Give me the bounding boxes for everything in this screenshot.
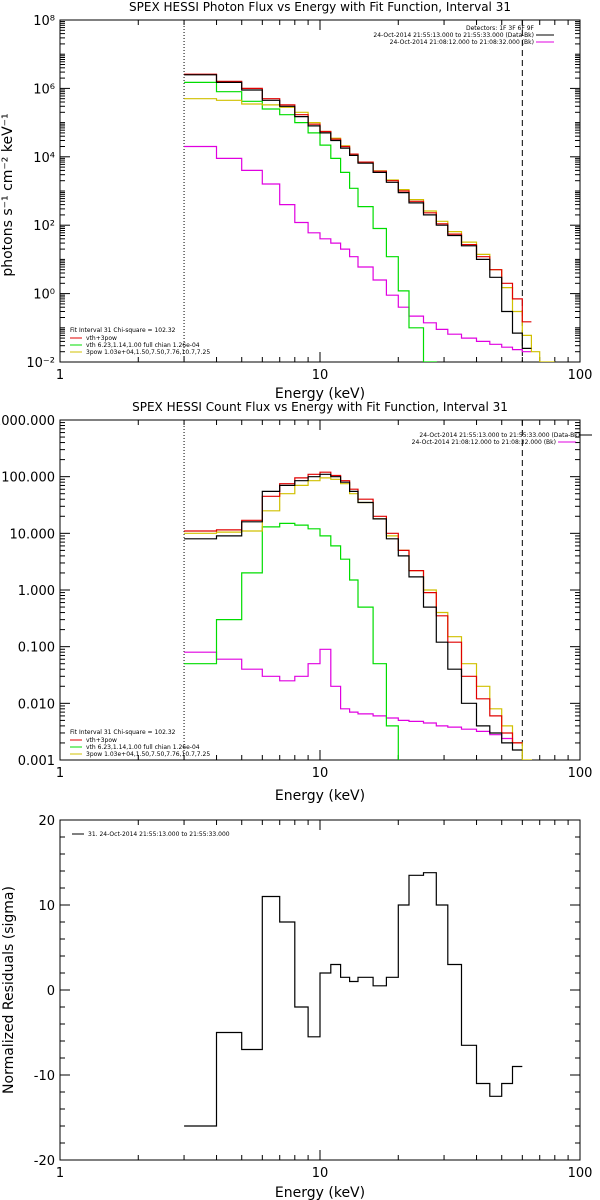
residuals-ytick-label: -20 bbox=[34, 1154, 55, 1169]
photon-xtick-label: 10 bbox=[312, 368, 329, 383]
count-ytick-label: 0.001 bbox=[18, 754, 55, 769]
count-legend-fit-entry: vth+3pow bbox=[86, 737, 117, 744]
count-flux-panel: SPEX HESSI Count Flux vs Energy with Fit… bbox=[0, 400, 592, 804]
photon-legend-vth-entry: vth 6.23,1.14,1.00 full chian 1.26e-04 bbox=[86, 342, 200, 349]
residuals-ytick-label: -10 bbox=[34, 1069, 55, 1084]
photon-ytick-label: 10² bbox=[33, 219, 55, 234]
photon-series-data-data-bk bbox=[184, 74, 532, 349]
count-flux-legend-bottom: Fit Interval 31 Chi-square = 102.32 vth+… bbox=[70, 729, 210, 758]
residuals-xtick-label: 10 bbox=[312, 1166, 329, 1181]
count-legend-bk-entry: 24-Oct-2014 21:08:12.000 to 21:08:32.000… bbox=[412, 439, 556, 446]
photon-ytick-label: 10⁶ bbox=[33, 82, 55, 97]
residuals-xtick-label: 1 bbox=[56, 1166, 64, 1181]
count-series-vth-3pow bbox=[184, 471, 523, 744]
count-legend-data-entry: 24-Oct-2014 21:55:13.000 to 21:55:33.000… bbox=[419, 432, 580, 439]
count-series-background-bk bbox=[184, 648, 523, 744]
residuals-plot-area: 1 10 100 -20 -10 0 10 20 bbox=[34, 814, 593, 1181]
count-ytick-label: 10.000 bbox=[10, 527, 56, 542]
residuals-xlabel: Energy (keV) bbox=[275, 1185, 365, 1200]
count-flux-title: SPEX HESSI Count Flux vs Energy with Fit… bbox=[132, 400, 508, 414]
count-ytick-label: 0.010 bbox=[18, 697, 55, 712]
count-series-vth-6-23-1-14-1-00-full-chian- bbox=[184, 522, 399, 760]
count-xtick-label: 10 bbox=[312, 766, 329, 781]
photon-legend-3pow-entry: 3pow 1.03e+04,1.50,7.50,7.76,10.7,7.25 bbox=[86, 349, 210, 356]
count-flux-xlabel: Energy (keV) bbox=[275, 788, 365, 804]
count-ytick-label: 100.000 bbox=[1, 471, 55, 486]
photon-flux-legend-bottom: Fit Interval 31 Chi-square = 102.32 vth+… bbox=[70, 327, 210, 356]
photon-xtick-label: 1 bbox=[56, 368, 64, 383]
photon-legend-bk-entry: 24-Oct-2014 21:08:12.000 to 21:08:32.000… bbox=[390, 39, 534, 46]
photon-legend-fit-entry: vth+3pow bbox=[86, 335, 117, 342]
residuals-series-31-24-oct-2014-21-55-13-000-to bbox=[184, 872, 523, 1127]
photon-series-background-bk bbox=[184, 145, 532, 353]
residuals-ytick-label: 0 bbox=[47, 984, 55, 999]
photon-flux-plot-area: 1 10 100 10⁻² 10⁰ 10² 10⁴ 10⁶ 10⁸ bbox=[26, 14, 593, 383]
photon-legend-fit-header: Fit Interval 31 Chi-square = 102.32 bbox=[70, 327, 176, 334]
count-xtick-label: 1 bbox=[56, 766, 64, 781]
count-legend-fit-header: Fit Interval 31 Chi-square = 102.32 bbox=[70, 729, 176, 736]
count-legend-3pow-entry: 3pow 1.03e+04,1.50,7.50,7.76,10.7,7.25 bbox=[86, 751, 210, 758]
residuals-legend: 31. 24-Oct-2014 21:55:13.000 to 21:55:33… bbox=[72, 831, 230, 838]
count-xtick-label: 100 bbox=[568, 766, 593, 781]
residuals-ytick-label: 10 bbox=[38, 899, 55, 914]
photon-legend-detectors: Detectors: 1F 3F 6F 9F bbox=[466, 25, 535, 32]
count-ytick-label: 0.100 bbox=[18, 641, 55, 656]
photon-ytick-label: 10⁻² bbox=[26, 356, 55, 371]
photon-flux-panel: SPEX HESSI Photon Flux vs Energy with Fi… bbox=[0, 0, 592, 402]
photon-xtick-label: 100 bbox=[568, 368, 593, 383]
residuals-legend-entry: 31. 24-Oct-2014 21:55:13.000 to 21:55:33… bbox=[88, 831, 230, 838]
residuals-ylabel: Normalized Residuals (sigma) bbox=[1, 886, 17, 1094]
count-flux-plot-area: 1 10 100 0.001 0.010 0.100 1.000 10.000 100.000 1… bbox=[0, 414, 592, 781]
photon-legend-data-entry: 24-Oct-2014 21:55:13.000 to 21:55:33.000… bbox=[373, 32, 534, 39]
photon-flux-legend-top: Detectors: 1F 3F 6F 9F 24-Oct-2014 21:55… bbox=[373, 25, 554, 46]
residuals-xtick-label: 100 bbox=[568, 1166, 593, 1181]
photon-ytick-label: 10⁰ bbox=[33, 288, 55, 303]
residuals-panel: 1 10 100 -20 -10 0 10 20 Energy (keV) Normalize… bbox=[1, 814, 592, 1200]
count-series-data-data-bk bbox=[184, 473, 523, 751]
count-legend-vth-entry: vth 6.23,1.14,1.00 full chian 1.26e-04 bbox=[86, 744, 200, 751]
photon-flux-ylabel: photons s⁻¹ cm⁻² keV⁻¹ bbox=[0, 113, 16, 276]
photon-series-vth-6-23-1-14-1-00-full-chian- bbox=[184, 81, 437, 362]
count-flux-legend-top: 24-Oct-2014 21:55:13.000 to 21:55:33.000… bbox=[412, 432, 592, 446]
photon-series-vth-3pow bbox=[184, 73, 532, 323]
photon-ytick-label: 10⁸ bbox=[33, 14, 55, 29]
photon-ytick-label: 10⁴ bbox=[33, 151, 55, 166]
photon-flux-title: SPEX HESSI Photon Flux vs Energy with Fi… bbox=[129, 0, 511, 14]
residuals-ytick-label: 20 bbox=[38, 814, 55, 829]
count-series-3pow-1-03e-04-1-50-7-50-7-76-1 bbox=[184, 477, 532, 760]
count-ytick-label: 1.000 bbox=[18, 584, 55, 599]
photon-flux-xlabel: Energy (keV) bbox=[275, 386, 365, 402]
photon-series-3pow-1-03e-04-1-50-7-50-7-76-1 bbox=[184, 98, 555, 362]
